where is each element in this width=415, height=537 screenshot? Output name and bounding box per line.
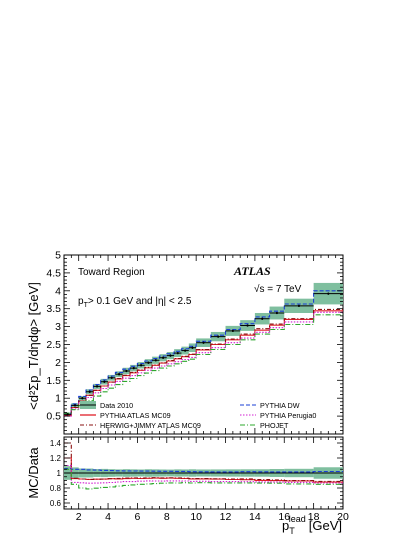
data-point xyxy=(246,324,249,327)
main-y-tick-label: 0.5 xyxy=(46,411,61,423)
legend-entry-perugia0: PYTHIA Perugia0 xyxy=(240,411,316,420)
data-point xyxy=(191,346,194,349)
legend-label-data: Data 2010 xyxy=(100,401,133,410)
region-annotation: Toward Region xyxy=(78,267,145,278)
data-point xyxy=(202,341,205,344)
data-point xyxy=(275,311,279,315)
legend-entry-data: Data 2010 xyxy=(80,401,133,410)
ratio-y-tick-label: 1.4 xyxy=(50,439,62,448)
data-point xyxy=(132,367,135,370)
main-y-tick-label: 2 xyxy=(55,357,61,369)
data-point xyxy=(73,404,77,407)
energy-annotation: √s = 7 TeV xyxy=(254,283,302,295)
x-tick-label: 2 xyxy=(76,511,82,523)
atlas-label: ATLAS xyxy=(233,264,271,278)
x-tick-label: 14 xyxy=(249,511,261,523)
main-y-tick-label: 2.5 xyxy=(46,339,61,351)
ratio-prediction-lines xyxy=(64,442,343,490)
ratio-line-pythia-dw xyxy=(64,467,343,473)
ratio-y-tick-label: 1.2 xyxy=(50,454,62,463)
data-point xyxy=(327,292,330,295)
main-y-tick-label: 3 xyxy=(55,321,61,333)
data-point xyxy=(81,397,84,400)
x-tick-label: 12 xyxy=(220,511,232,523)
legend-entry-phojet: PHOJET xyxy=(240,421,289,430)
data-point xyxy=(88,390,91,393)
x-axis-label: pTlead [GeV] xyxy=(282,514,342,536)
main-y-axis-label: <d²Σp_T/dηdφ> [GeV] xyxy=(26,282,41,410)
main-y-tick-label: 5 xyxy=(55,250,61,262)
data-point xyxy=(184,349,187,352)
data-point xyxy=(154,359,157,362)
data-point xyxy=(66,413,69,416)
data-point xyxy=(139,364,143,367)
x-tick-label: 4 xyxy=(105,511,111,523)
data-point xyxy=(95,385,99,388)
data-point xyxy=(261,317,264,320)
x-tick-label: 20 xyxy=(337,511,349,523)
ratio-y-tick-label: 1 xyxy=(57,469,62,478)
x-tick-label: 6 xyxy=(134,511,140,523)
x-tick-label: 8 xyxy=(164,511,170,523)
axis-ticks xyxy=(63,254,344,509)
data-point xyxy=(117,373,121,376)
data-point xyxy=(162,356,165,359)
ratio-y-tick-label: 0.6 xyxy=(50,499,62,508)
ratio-y-axis-label: MC/Data xyxy=(26,447,41,499)
legend-label-pythia-dw: PYTHIA DW xyxy=(260,401,300,410)
axis-tick-labels: 2 4 6 8 10 12 14 16 18 20 0.5 1 1.5 2 2.5 3 3.5 4 4.5 5 0.6 0… xyxy=(46,250,349,524)
x-tick-label: 16 xyxy=(278,511,290,523)
main-y-tick-label: 3.5 xyxy=(46,303,61,315)
ratio-line-pythia-atlas-mc09 xyxy=(64,457,343,483)
ratio-y-tick-label: 0.8 xyxy=(50,484,62,493)
legend: Data 2010 PYTHIA ATLAS MC09 HERWIG+JIMMY… xyxy=(80,401,316,430)
legend-label-perugia0: PYTHIA Perugia0 xyxy=(260,411,316,420)
data-points xyxy=(64,292,343,416)
data-point xyxy=(169,354,172,357)
data-point xyxy=(176,351,179,355)
data-point xyxy=(217,335,220,338)
main-y-tick-label: 1.5 xyxy=(46,375,61,387)
ratio-line-herwig-jimmy-atlas-mc09 xyxy=(64,442,343,482)
main-y-tick-label: 4.5 xyxy=(46,267,61,279)
main-y-tick-label: 4 xyxy=(55,285,61,297)
main-y-tick-label: 1 xyxy=(55,393,61,405)
line-pythia-perugia0 xyxy=(64,311,343,417)
legend-entry-herwig: HERWIG+JIMMY ATLAS MC09 xyxy=(80,421,201,430)
line-pythia-dw xyxy=(64,290,343,414)
ratio-line-phojet xyxy=(64,468,343,490)
data-point xyxy=(231,329,234,332)
data-point xyxy=(103,380,106,383)
mc-prediction-lines xyxy=(64,290,343,417)
data-point xyxy=(297,304,301,307)
line-herwig-jimmy-atlas-mc09 xyxy=(64,308,343,416)
line-pythia-atlas-mc09 xyxy=(64,310,343,416)
legend-entry-pythia-mc09: PYTHIA ATLAS MC09 xyxy=(80,411,171,420)
legend-label-phojet: PHOJET xyxy=(260,421,289,430)
legend-label-pythia-mc09: PYTHIA ATLAS MC09 xyxy=(100,411,171,420)
line-phojet xyxy=(64,314,343,414)
legend-label-herwig: HERWIG+JIMMY ATLAS MC09 xyxy=(100,421,201,430)
data-point xyxy=(110,376,113,379)
data-point xyxy=(147,361,150,364)
data-point xyxy=(125,369,128,373)
x-tick-label: 18 xyxy=(308,511,320,523)
x-tick-label: 10 xyxy=(190,511,202,523)
legend-entry-pythia-dw: PYTHIA DW xyxy=(240,401,300,410)
cuts-annotation: pT> 0.1 GeV and |η| < 2.5 xyxy=(78,296,192,309)
